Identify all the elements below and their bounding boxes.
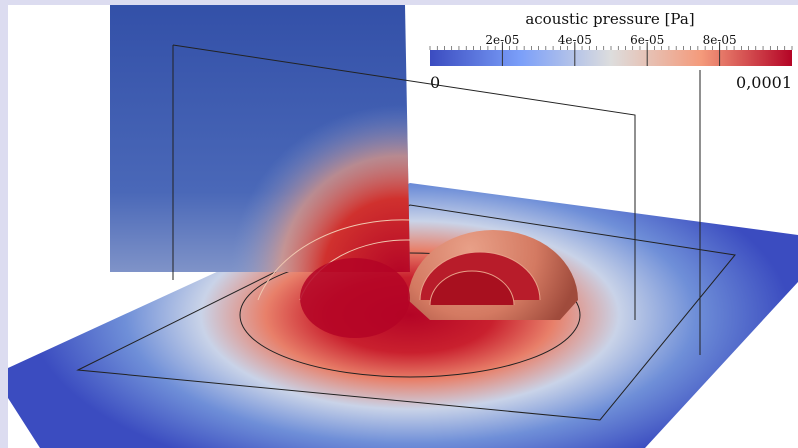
visualization: acoustic pressure [Pa] 0 0,0001 2e-05 4e-… [0, 0, 798, 448]
lobe [300, 258, 410, 338]
colorbar-title: acoustic pressure [Pa] [525, 10, 694, 28]
colorbar-gradient [430, 50, 792, 66]
tick-label: 4e-05 [558, 33, 592, 47]
top-border [0, 0, 798, 5]
tick-label: 2e-05 [485, 33, 519, 47]
tick-label: 8e-05 [703, 33, 737, 47]
page: acoustic pressure [Pa] 0 0,0001 2e-05 4e-… [0, 0, 798, 448]
colorbar: acoustic pressure [Pa] 0 0,0001 2e-05 4e-… [430, 10, 792, 92]
left-border [0, 0, 8, 448]
wall-field [110, 5, 410, 272]
colorbar-max: 0,0001 [736, 73, 792, 92]
tick-label: 6e-05 [630, 33, 664, 47]
colorbar-min: 0 [430, 73, 440, 92]
